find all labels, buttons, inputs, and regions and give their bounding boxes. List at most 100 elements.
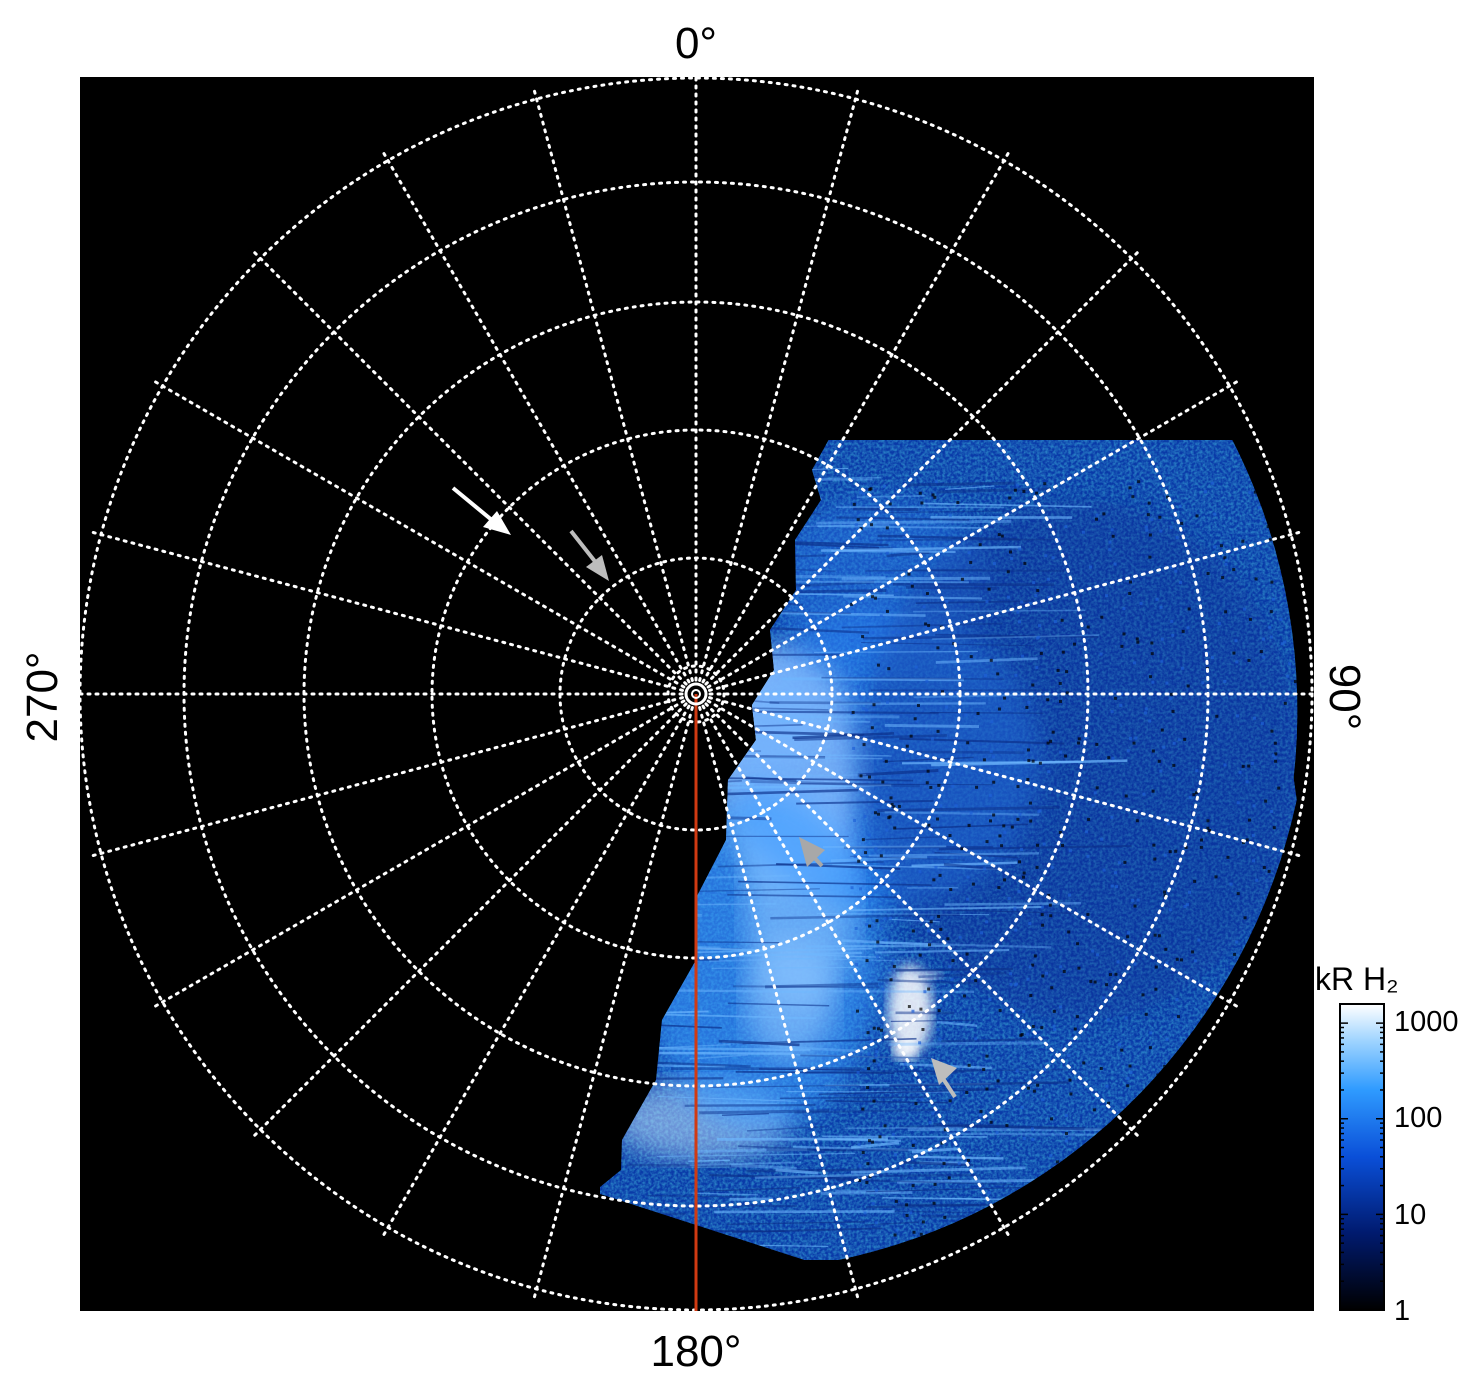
- aurora-speckle: [948, 513, 952, 517]
- aurora-emission-region: [888, 965, 932, 1055]
- colorbar-title: kR H₂: [1315, 961, 1399, 997]
- aurora-speckle: [962, 994, 966, 998]
- aurora-speckle: [863, 815, 867, 819]
- aurora-speckle: [1028, 601, 1032, 605]
- aurora-speckle: [1026, 748, 1030, 752]
- aurora-speckle: [997, 886, 1001, 890]
- aurora-streak: [835, 1178, 1014, 1186]
- aurora-speckle: [892, 630, 896, 634]
- aurora-streak: [841, 939, 931, 946]
- aurora-speckle: [927, 929, 931, 933]
- aurora-speckle: [932, 1201, 936, 1205]
- aurora-speckle: [939, 804, 943, 808]
- aurora-speckle: [998, 1008, 1002, 1012]
- aurora-speckle: [1163, 853, 1167, 857]
- aurora-speckle: [1215, 714, 1219, 718]
- aurora-speckle: [859, 527, 863, 531]
- aurora-speckle: [894, 1199, 898, 1203]
- aurora-speckle: [922, 605, 926, 609]
- aurora-speckle: [1203, 490, 1207, 494]
- aurora-speckle: [1077, 737, 1081, 741]
- aurora-streak: [884, 811, 1040, 816]
- aurora-speckle: [883, 917, 887, 921]
- aurora-speckle: [954, 804, 958, 808]
- grid-longitude-line: [708, 530, 1302, 692]
- aurora-speckle: [948, 965, 952, 969]
- aurora-speckle: [1022, 489, 1026, 493]
- aurora-streak: [758, 1068, 861, 1071]
- grid-latitude-circle: [666, 664, 726, 724]
- aurora-speckle: [1193, 879, 1197, 883]
- aurora-streak: [836, 516, 970, 521]
- aurora-speckle: [1059, 699, 1063, 703]
- aurora-speckle: [1014, 673, 1018, 677]
- grid-longitude-line: [153, 699, 686, 1008]
- aurora-speckle: [928, 1120, 932, 1124]
- aurora-speckle: [996, 1079, 1000, 1083]
- aurora-speckle: [914, 1102, 918, 1106]
- aurora-speckle: [1014, 982, 1018, 986]
- aurora-speckle: [1036, 843, 1040, 847]
- aurora-speckle: [1081, 530, 1085, 534]
- aurora-speckle: [1274, 759, 1278, 763]
- aurora-speckle: [951, 784, 955, 788]
- aurora-speckle: [866, 1086, 870, 1090]
- aurora-speckle: [1010, 556, 1014, 560]
- aurora-speckle: [1145, 528, 1149, 532]
- aurora-speckle: [873, 811, 877, 815]
- aurora-speckle: [1248, 490, 1252, 494]
- grid-longitude-line: [252, 250, 688, 686]
- aurora-speckle: [1241, 539, 1245, 543]
- aurora-speckle: [958, 935, 962, 939]
- aurora-streak: [631, 1046, 811, 1052]
- aurora-speckle: [932, 878, 936, 882]
- aurora-speckle: [1132, 741, 1136, 745]
- aurora-speckle: [895, 1228, 899, 1232]
- aurora-speckle: [1104, 594, 1108, 598]
- aurora-streak: [886, 551, 930, 558]
- aurora-speckle: [856, 518, 860, 522]
- aurora-speckle: [937, 783, 941, 787]
- aurora-speckle: [871, 595, 875, 599]
- aurora-speckle: [927, 987, 931, 991]
- aurora-speckle: [1223, 763, 1227, 767]
- aurora-streak: [724, 951, 862, 957]
- aurora-speckle: [1193, 959, 1197, 963]
- aurora-streak: [794, 1108, 950, 1114]
- aurora-speckle: [1186, 626, 1190, 630]
- aurora-speckle: [1131, 898, 1135, 902]
- aurora-speckle: [1132, 661, 1136, 665]
- aurora-speckle: [911, 1144, 915, 1148]
- aurora-speckle: [1213, 545, 1217, 549]
- aurora-speckle: [1002, 824, 1006, 828]
- aurora-speckle: [1165, 681, 1169, 685]
- aurora-speckle: [975, 785, 979, 789]
- aurora-speckle: [1020, 1032, 1024, 1036]
- aurora-streak: [805, 954, 881, 958]
- aurora-streak: [933, 1123, 1085, 1131]
- aurora-speckle: [1268, 538, 1272, 542]
- aurora-speckle: [1064, 1139, 1068, 1143]
- aurora-speckle: [1174, 569, 1178, 573]
- aurora-speckle: [1135, 637, 1139, 641]
- aurora-speckle: [1159, 529, 1163, 533]
- aurora-speckle: [1225, 558, 1229, 562]
- aurora-speckle: [939, 996, 943, 1000]
- aurora-speckle: [910, 584, 914, 588]
- aurora-speckle: [1135, 819, 1139, 823]
- aurora-streak: [799, 783, 994, 786]
- aurora-speckle: [923, 990, 927, 994]
- aurora-speckle: [1186, 684, 1190, 688]
- aurora-speckle: [944, 545, 948, 549]
- aurora-speckle: [1180, 521, 1184, 525]
- aurora-speckle: [1153, 933, 1157, 937]
- aurora-speckle: [1252, 804, 1256, 808]
- aurora-speckle: [1006, 595, 1010, 599]
- aurora-speckle: [851, 710, 855, 714]
- aurora-speckle: [879, 614, 883, 618]
- aurora-speckle: [1116, 960, 1120, 964]
- aurora-speckle: [925, 592, 929, 596]
- aurora-speckle: [956, 501, 960, 505]
- aurora-speckle: [1061, 650, 1065, 654]
- aurora-speckle: [863, 1211, 867, 1215]
